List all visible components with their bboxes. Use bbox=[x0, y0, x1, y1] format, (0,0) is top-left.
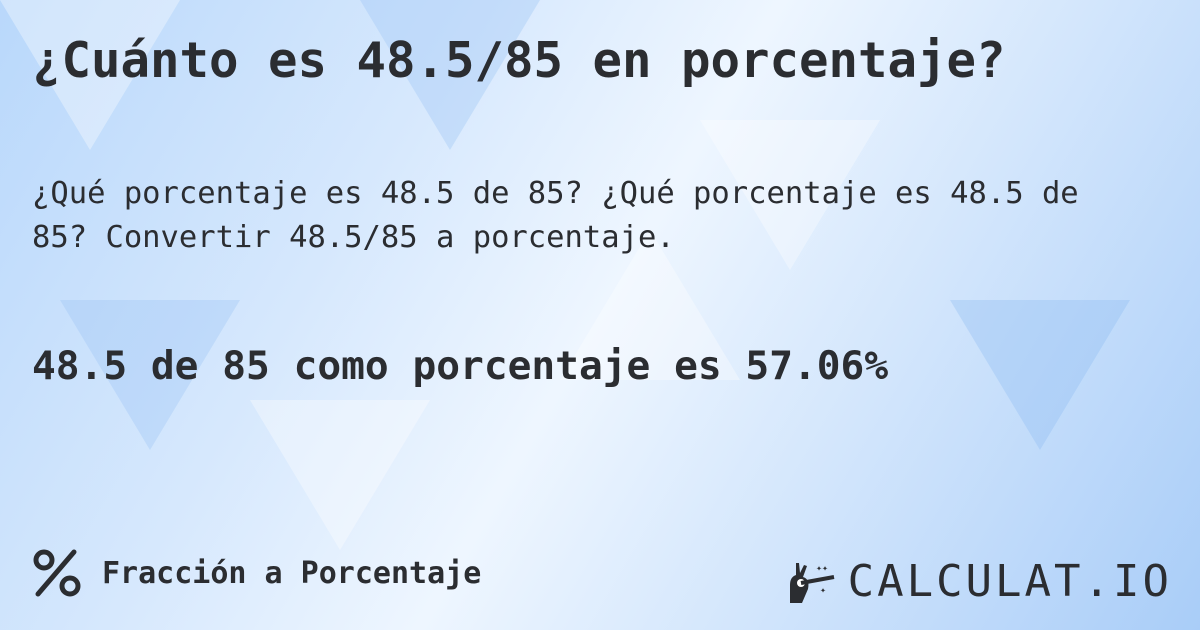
category-label: Fracción a Porcentaje bbox=[102, 555, 482, 591]
magic-hand-icon: ✦✦ ✦ bbox=[789, 562, 834, 603]
description: ¿Qué porcentaje es 48.5 de 85? ¿Qué porc… bbox=[32, 176, 1079, 255]
category-link[interactable]: Fracción a Porcentaje bbox=[32, 548, 481, 598]
calculat-logo[interactable]: ✦✦ ✦ CALCULAT.IO bbox=[786, 556, 1172, 607]
page-title: ¿Cuánto es 48.5/85 en porcentaje? bbox=[32, 32, 1006, 89]
svg-text:✦✦: ✦✦ bbox=[816, 563, 828, 574]
logo-text: CALCULAT.IO bbox=[847, 556, 1172, 607]
result-text: 48.5 de 85 como porcentaje es 57.06% bbox=[32, 343, 889, 389]
percent-icon bbox=[33, 549, 81, 597]
svg-text:✦: ✦ bbox=[820, 585, 826, 596]
